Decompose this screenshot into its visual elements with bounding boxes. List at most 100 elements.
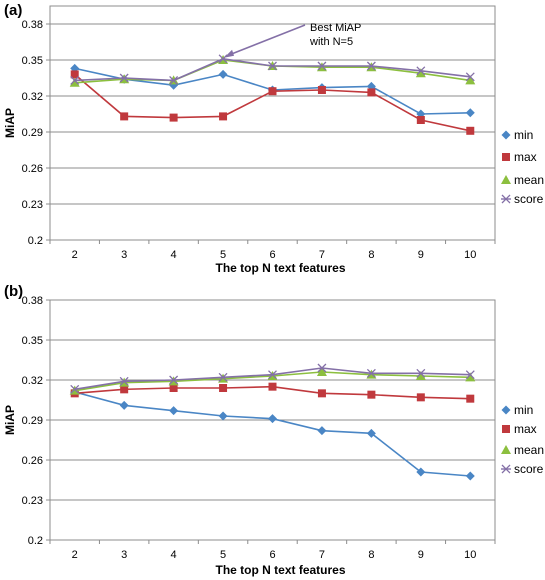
data-point-min (317, 426, 327, 436)
series-max (70, 382, 475, 403)
y-tick-label: 0.2 (28, 535, 43, 547)
data-point-min (218, 69, 228, 79)
data-point-max (416, 393, 425, 402)
annotation-arrow (226, 24, 306, 57)
data-point-max (120, 112, 129, 121)
chart-panel-2: 0.2 0.23 0.26 0.29 0.32 0.35 0.38 2 3 4 5 6 7 8 9 10 The… (3, 283, 544, 577)
data-point-max (268, 87, 277, 96)
x-tick-label: 10 (464, 249, 476, 261)
data-point-mean (69, 77, 80, 87)
data-point-mean (465, 372, 476, 382)
y-tick-label: 0.26 (22, 163, 43, 175)
data-point-score (465, 72, 475, 82)
data-point-min (169, 406, 179, 416)
x-axis-label: The top N text features (215, 563, 345, 577)
legend-label-max: max (514, 422, 537, 436)
data-point-max (367, 88, 376, 97)
x-tick-label: 6 (269, 549, 275, 561)
y-axis-label: MiAP (3, 405, 17, 435)
data-point-max (466, 394, 475, 403)
legend-label-score: score (514, 462, 544, 476)
data-point-score (317, 363, 327, 373)
panel-label: (a) (4, 2, 22, 19)
data-point-min (119, 400, 129, 410)
y-tick-label: 0.23 (22, 199, 43, 211)
x-tick-label: 2 (72, 549, 78, 561)
legend-label-min: min (514, 128, 533, 142)
x-tick-label: 6 (269, 249, 275, 261)
plot-area (49, 5, 496, 241)
series-line-max (74, 73, 471, 132)
data-point-max (268, 382, 277, 391)
legend: min max mean score (501, 403, 544, 476)
data-point-min (218, 411, 228, 421)
data-point-score (70, 384, 80, 394)
data-point-score (169, 375, 179, 385)
data-point-mean (465, 75, 476, 85)
data-point-score (169, 75, 179, 85)
data-point-max (70, 70, 79, 79)
data-point-mean (316, 367, 327, 376)
legend-marker-min (501, 130, 511, 140)
data-point-max (466, 126, 475, 135)
data-point-max (317, 389, 326, 398)
legend-marker-mean (501, 445, 511, 454)
legend-label-min: min (514, 403, 533, 417)
x-tick-label: 8 (368, 549, 374, 561)
annotation-arrowhead (224, 49, 235, 58)
legend-marker-score (501, 464, 511, 474)
series-score (70, 363, 475, 394)
y-tick-label: 0.26 (22, 455, 43, 467)
chart-panel-1: 0.2 0.23 0.26 0.29 0.32 0.35 0.38 2 3 4 5 6 7 8 9 10 The… (3, 2, 544, 275)
y-tick-label: 0.38 (22, 19, 43, 31)
legend-label-mean: mean (514, 173, 544, 187)
annotation: Best MiAP with N=5 (224, 22, 361, 58)
data-point-score (268, 370, 277, 380)
y-tick-label: 0.32 (22, 375, 43, 387)
data-point-score (119, 376, 129, 386)
y-tick-label: 0.2 (28, 235, 43, 247)
series-min (70, 387, 475, 481)
data-point-max (416, 116, 425, 124)
legend-marker-score (501, 194, 511, 204)
y-tick-label: 0.32 (22, 91, 43, 103)
data-point-mean (415, 371, 426, 380)
y-axis-label: MiAP (3, 108, 17, 138)
annotation-text: with N=5 (309, 36, 353, 48)
data-point-min (416, 467, 426, 477)
y-tick-label: 0.29 (22, 415, 43, 427)
data-point-min (268, 414, 277, 424)
data-point-score (119, 73, 129, 83)
x-tick-label: 7 (319, 549, 325, 561)
y-tick-label: 0.38 (22, 295, 43, 307)
data-point-score (465, 370, 475, 380)
legend-label-mean: mean (514, 443, 544, 457)
x-tick-label: 9 (418, 249, 424, 261)
x-tick-label: 7 (319, 249, 325, 261)
data-point-score (416, 368, 426, 378)
data-point-min (465, 471, 475, 481)
x-tick-label: 3 (121, 549, 127, 561)
data-point-score (268, 61, 277, 71)
x-tick-label: 2 (72, 249, 78, 261)
annotation-text: Best MiAP (310, 22, 361, 34)
data-point-score (416, 66, 426, 76)
data-point-score (366, 368, 376, 378)
x-axis-label: The top N text features (215, 261, 345, 275)
x-tick-label: 5 (220, 249, 226, 261)
legend-marker-min (501, 405, 511, 415)
x-tick-label: 4 (171, 549, 177, 561)
data-point-score (70, 75, 80, 85)
data-point-mean (415, 68, 426, 78)
x-tick-label: 4 (171, 249, 177, 261)
data-point-min (465, 108, 475, 118)
data-point-score (317, 61, 327, 71)
data-point-score (366, 61, 376, 71)
x-tick-label: 3 (121, 249, 127, 261)
legend-label-score: score (514, 192, 544, 206)
data-point-max (367, 390, 376, 399)
legend-marker-max (502, 425, 510, 433)
data-point-max (219, 384, 228, 392)
panel-label: (b) (4, 283, 23, 300)
